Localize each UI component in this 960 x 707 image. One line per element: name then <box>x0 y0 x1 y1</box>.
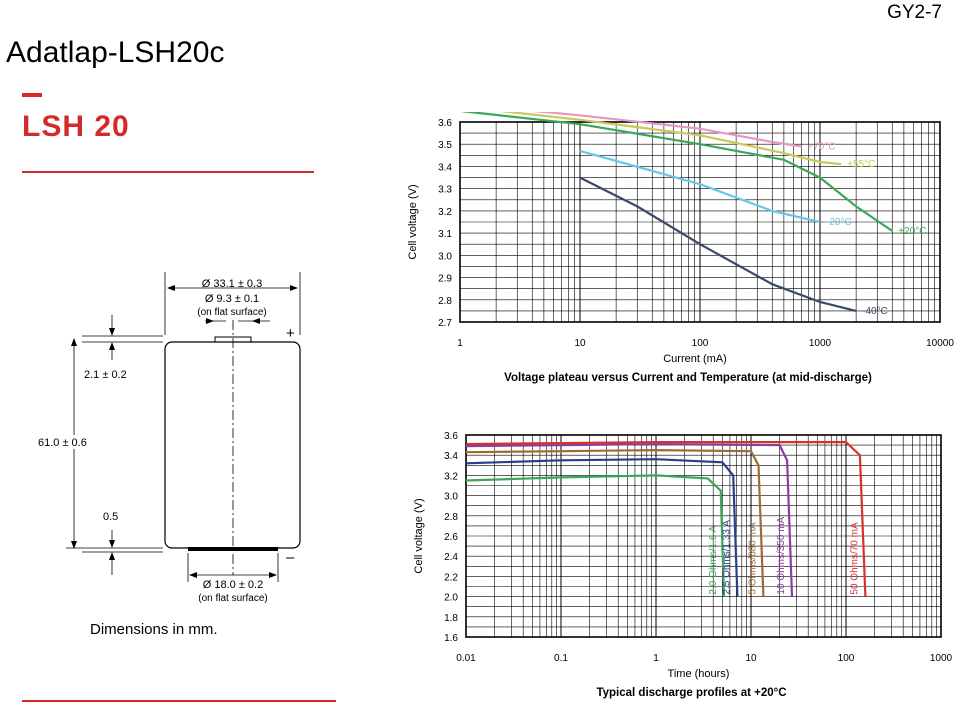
series-label: +20°C <box>898 226 926 237</box>
dim-terminal-note: (on flat surface) <box>197 307 266 318</box>
dim-bottom: 0.5 <box>103 511 118 523</box>
y-tick-label: 2.4 <box>444 552 458 563</box>
x-tick-label: 0.01 <box>456 653 476 664</box>
chart-title: Voltage plateau versus Current and Tempe… <box>504 372 872 384</box>
series-label: +70°C <box>807 141 835 152</box>
series-line <box>460 112 893 232</box>
y-tick-label: 3.0 <box>438 251 452 262</box>
model-accent-bar <box>22 93 42 97</box>
y-tick-label: 2.8 <box>444 512 458 523</box>
series-label: 2.0 Ohms/1.6 A <box>708 525 719 594</box>
cell-dimension-drawing: Ø 33.1 ± 0.3 Ø 9.3 ± 0.1 (on flat surfac… <box>36 272 301 638</box>
plot-frame <box>465 434 942 638</box>
y-tick-label: 2.7 <box>438 318 452 329</box>
x-axis-label: Time (hours) <box>668 668 730 680</box>
dim-total-height: 61.0 ± 0.6 <box>38 437 87 449</box>
top-divider <box>22 171 314 173</box>
dim-top-height: 2.1 ± 0.2 <box>84 369 127 381</box>
positive-terminal-sign: + <box>286 325 295 342</box>
x-tick-label: 100 <box>838 653 855 664</box>
x-tick-label: 10 <box>574 338 586 349</box>
y-tick-label: 1.8 <box>444 613 458 624</box>
y-tick-label: 3.1 <box>438 229 452 240</box>
x-tick-label: 100 <box>692 338 709 349</box>
series-line <box>532 112 802 148</box>
series-line <box>466 441 867 597</box>
y-tick-label: 1.6 <box>444 633 458 644</box>
series-line <box>579 149 821 224</box>
y-tick-label: 3.3 <box>438 185 452 196</box>
series-label: 10 Ohms/350 mA <box>776 516 787 594</box>
drawing-caption: Dimensions in mm. <box>90 621 218 638</box>
y-tick-label: 2.0 <box>444 593 458 604</box>
series-label: 50 Ohms/70 mA <box>849 522 860 595</box>
bottom-divider <box>22 700 336 702</box>
voltage-plateau-chart: 3.6 3.5 3.4 3.3 3.2 3.1 3.0 2.9 2.8 2.7 1 10 100 1000… <box>407 112 954 384</box>
x-tick-label: 1000 <box>809 338 832 349</box>
dim-base-note: (on flat surface) <box>198 593 267 604</box>
y-axis-label: Cell voltage (V) <box>407 184 419 259</box>
series-label: 5 Ohms/680 mA <box>747 522 758 595</box>
y-tick-label: 2.8 <box>438 296 452 307</box>
negative-terminal-sign: – <box>286 549 295 566</box>
series-line <box>466 458 739 597</box>
y-tick-label: 3.0 <box>444 492 458 503</box>
y-tick-label: 3.2 <box>438 207 452 218</box>
series-line <box>500 112 842 166</box>
y-tick-label: 3.4 <box>438 162 452 173</box>
series-label: -20°C <box>826 217 852 228</box>
series-label: -40°C <box>862 306 888 317</box>
y-tick-label: 3.5 <box>438 140 452 151</box>
y-tick-label: 3.2 <box>444 471 458 482</box>
discharge-profile-chart: 3.6 3.4 3.2 3.0 2.8 2.6 2.4 2.2 2.0 1.8 1.6 0.01 0.1… <box>413 431 953 699</box>
x-tick-label: 10 <box>745 653 757 664</box>
y-tick-label: 2.6 <box>444 532 458 543</box>
dim-terminal-diameter: Ø 9.3 ± 0.1 <box>205 293 259 305</box>
document-code: GY2-7 <box>887 2 942 23</box>
x-tick-label: 10000 <box>926 338 954 349</box>
model-title: LSH 20 <box>22 110 130 143</box>
dim-base-diameter: Ø 18.0 ± 0.2 <box>203 579 263 591</box>
series-line <box>466 442 794 597</box>
dim-outer-diameter: Ø 33.1 ± 0.3 <box>202 278 262 290</box>
y-tick-label: 2.9 <box>438 274 452 285</box>
plot-frame <box>459 121 941 323</box>
series-label: +55°C <box>847 159 875 170</box>
y-tick-label: 3.4 <box>444 451 458 462</box>
y-axis-label: Cell voltage (V) <box>413 498 425 573</box>
series-label: 2.5 Ohms/1.33 A <box>721 520 732 595</box>
y-tick-label: 3.6 <box>444 431 458 442</box>
series-line <box>579 176 857 312</box>
series-line <box>466 474 726 597</box>
x-tick-label: 1 <box>653 653 659 664</box>
x-axis-label: Current (mA) <box>663 353 727 365</box>
series-line <box>466 448 765 597</box>
y-tick-label: 3.6 <box>438 118 452 129</box>
x-tick-label: 1000 <box>930 653 953 664</box>
chart-title: Typical discharge profiles at +20°C <box>596 687 786 699</box>
y-tick-label: 2.2 <box>444 572 458 583</box>
x-tick-label: 1 <box>457 338 463 349</box>
page-title: Adatlap-LSH20c <box>6 36 225 69</box>
x-tick-label: 0.1 <box>554 653 568 664</box>
